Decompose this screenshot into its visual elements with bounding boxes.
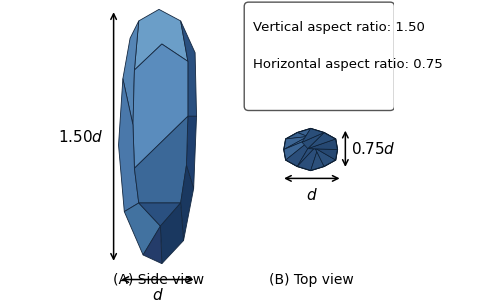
Polygon shape (308, 148, 338, 150)
Polygon shape (186, 116, 196, 188)
Polygon shape (134, 116, 188, 203)
FancyBboxPatch shape (244, 2, 394, 110)
Polygon shape (302, 136, 320, 149)
Polygon shape (297, 128, 310, 142)
Polygon shape (160, 203, 184, 264)
Polygon shape (302, 128, 324, 142)
Polygon shape (297, 142, 320, 171)
Text: $0.75d$: $0.75d$ (350, 141, 395, 157)
Polygon shape (123, 21, 139, 125)
Text: (B) Top view: (B) Top view (270, 273, 354, 287)
Text: $d$: $d$ (152, 287, 164, 303)
Polygon shape (284, 136, 315, 150)
Polygon shape (315, 148, 336, 167)
Polygon shape (286, 133, 308, 139)
Text: $d$: $d$ (306, 187, 318, 203)
Polygon shape (143, 226, 162, 264)
Polygon shape (308, 139, 338, 150)
Text: Horizontal aspect ratio: 0.75: Horizontal aspect ratio: 0.75 (253, 58, 442, 71)
Text: (A) Side view: (A) Side view (114, 273, 204, 287)
Polygon shape (134, 9, 188, 70)
Text: $1.50d$: $1.50d$ (58, 129, 104, 144)
Polygon shape (284, 136, 315, 160)
Polygon shape (124, 203, 160, 255)
Polygon shape (297, 133, 308, 142)
Text: Vertical aspect ratio: 1.50: Vertical aspect ratio: 1.50 (253, 21, 425, 34)
Polygon shape (118, 79, 139, 212)
Polygon shape (286, 136, 315, 167)
Polygon shape (297, 136, 320, 167)
Polygon shape (284, 128, 338, 171)
Polygon shape (180, 165, 194, 240)
Polygon shape (284, 136, 308, 150)
Polygon shape (302, 133, 324, 149)
Polygon shape (133, 44, 188, 168)
Polygon shape (308, 133, 336, 149)
Polygon shape (315, 142, 324, 167)
Polygon shape (180, 21, 196, 116)
Polygon shape (315, 148, 338, 160)
Polygon shape (310, 142, 324, 171)
Polygon shape (139, 203, 180, 226)
